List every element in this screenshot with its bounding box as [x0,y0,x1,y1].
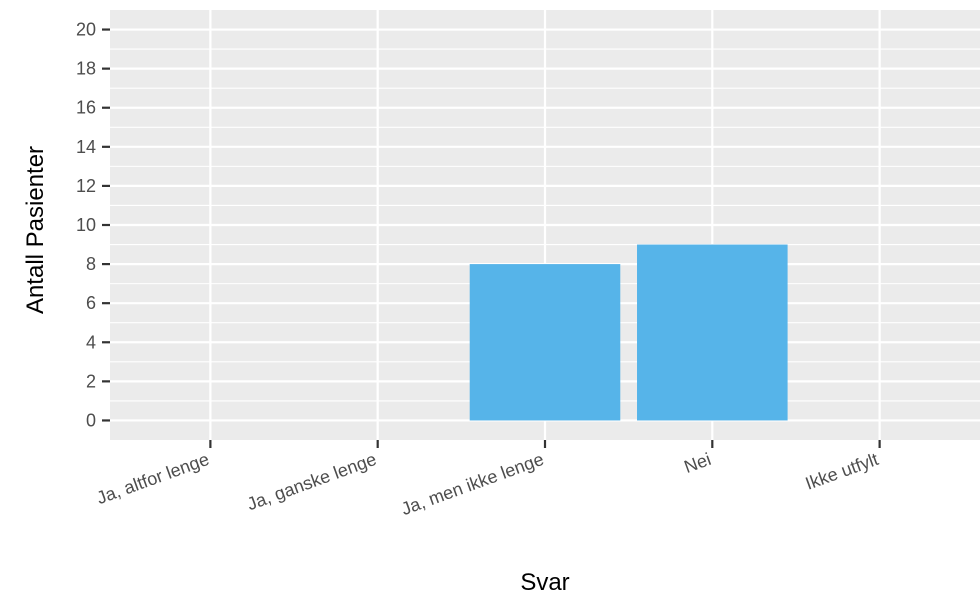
x-tick-label: Ja, ganske lenge [244,449,379,514]
y-tick-label: 0 [86,410,96,430]
y-tick-label: 10 [76,215,96,235]
y-tick-label: 14 [76,137,96,157]
x-tick-label: Ja, altfor lenge [94,449,212,508]
x-tick-label: Ja, men ikke lenge [398,449,546,519]
y-tick-label: 4 [86,332,96,352]
x-axis: Ja, altfor lenge Ja, ganske lenge Ja, men … [94,440,881,519]
y-axis: 0 2 4 6 8 10 12 14 16 18 20 [76,20,110,430]
y-tick-label: 12 [76,176,96,196]
bar-4 [637,244,788,421]
y-axis-title: Antall Pasienter [22,146,49,314]
x-tick-label: Nei [681,449,713,477]
y-tick-label: 6 [86,293,96,313]
x-axis-title: Svar [520,569,569,594]
x-tick-label: Ikke utfylt [803,449,881,494]
y-tick-label: 18 [76,59,96,79]
bars [469,244,788,421]
bar-3 [469,264,621,421]
y-tick-label: 2 [86,371,96,391]
y-tick-label: 8 [86,254,96,274]
y-tick-label: 16 [76,98,96,118]
y-tick-label: 20 [76,20,96,40]
